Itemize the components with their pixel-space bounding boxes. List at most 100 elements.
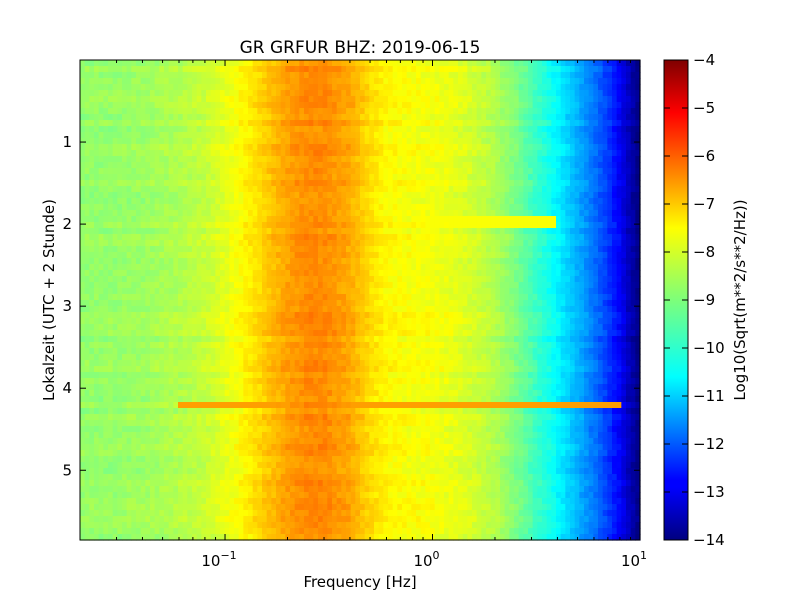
heatmap-cell <box>182 114 188 121</box>
heatmap-cell <box>537 78 543 85</box>
heatmap-cell <box>551 204 557 211</box>
heatmap-cell <box>336 276 342 283</box>
heatmap-cell <box>229 144 235 151</box>
heatmap-cell <box>402 288 408 295</box>
heatmap-cell <box>504 72 510 79</box>
heatmap-cell <box>565 198 571 205</box>
heatmap-cell <box>220 132 226 139</box>
heatmap-cell <box>388 90 394 97</box>
heatmap-cell <box>406 90 412 97</box>
heatmap-cell <box>108 306 114 313</box>
heatmap-cell <box>626 174 632 181</box>
heatmap-cell <box>584 126 590 133</box>
heatmap-cell <box>537 240 543 247</box>
heatmap-cell <box>229 282 235 289</box>
heatmap-cell <box>514 114 520 121</box>
heatmap-cell <box>112 126 118 133</box>
heatmap-cell <box>290 294 296 301</box>
heatmap-cell <box>201 258 207 265</box>
heatmap-cell <box>117 150 123 157</box>
heatmap-cell <box>94 114 100 121</box>
heatmap-cell <box>341 282 347 289</box>
heatmap-cell <box>178 192 184 199</box>
heatmap-cell <box>462 234 468 241</box>
heatmap-cell <box>602 174 608 181</box>
heatmap-cell <box>150 216 156 223</box>
heatmap-cell <box>313 126 319 133</box>
heatmap-cell <box>80 264 86 271</box>
heatmap-cell <box>140 108 146 115</box>
heatmap-cell <box>509 282 515 289</box>
heatmap-cell <box>229 270 235 277</box>
heatmap-cell <box>364 132 370 139</box>
heatmap-cell <box>304 144 310 151</box>
heatmap-cell <box>280 96 286 103</box>
heatmap-cell <box>360 72 366 79</box>
heatmap-cell <box>570 180 576 187</box>
heatmap-cell <box>178 252 184 259</box>
heatmap-cell <box>523 96 529 103</box>
heatmap-cell <box>136 222 142 229</box>
heatmap-cell <box>383 144 389 151</box>
heatmap-cell <box>378 300 384 307</box>
heatmap-cell <box>80 210 86 217</box>
heatmap-cell <box>397 264 403 271</box>
heatmap-cell <box>98 228 104 235</box>
heatmap-cell <box>94 66 100 73</box>
heatmap-cell <box>178 66 184 73</box>
heatmap-cell <box>500 288 506 295</box>
heatmap-cell <box>518 120 524 127</box>
heatmap-cell <box>439 180 445 187</box>
heatmap-cell <box>290 144 296 151</box>
heatmap-cell <box>304 252 310 259</box>
heatmap-cell <box>89 294 95 301</box>
heatmap-cell <box>374 288 380 295</box>
heatmap-cell <box>327 156 333 163</box>
heatmap-cell <box>444 222 450 229</box>
heatmap-cell <box>374 180 380 187</box>
heatmap-cell <box>276 180 282 187</box>
heatmap-cell <box>416 84 422 91</box>
heatmap-cell <box>346 72 352 79</box>
heatmap-cell <box>574 102 580 109</box>
heatmap-cell <box>89 192 95 199</box>
heatmap-cell <box>467 264 473 271</box>
heatmap-cell <box>448 192 454 199</box>
heatmap-cell <box>80 126 86 133</box>
heatmap-cell <box>602 300 608 307</box>
heatmap-cell <box>80 108 86 115</box>
heatmap-cell <box>425 90 431 97</box>
heatmap-cell <box>355 90 361 97</box>
heatmap-cell <box>388 174 394 181</box>
heatmap-cell <box>243 126 249 133</box>
heatmap-cell <box>616 66 622 73</box>
heatmap-cell <box>467 60 473 67</box>
heatmap-cell <box>248 282 254 289</box>
heatmap-cell <box>626 108 632 115</box>
heatmap-cell <box>150 60 156 67</box>
heatmap-cell <box>621 120 627 127</box>
heatmap-cell <box>616 102 622 109</box>
heatmap-cell <box>430 276 436 283</box>
heatmap-cell <box>500 90 506 97</box>
heatmap-cell <box>234 114 240 121</box>
heatmap-cell <box>238 114 244 121</box>
heatmap-cell <box>612 168 618 175</box>
heatmap-cell <box>439 288 445 295</box>
heatmap-cell <box>304 186 310 193</box>
heatmap-cell <box>271 222 277 229</box>
heatmap-cell <box>84 288 90 295</box>
heatmap-cell <box>210 270 216 277</box>
heatmap-cell <box>80 168 86 175</box>
heatmap-cell <box>332 210 338 217</box>
heatmap-cell <box>434 66 440 73</box>
heatmap-cell <box>397 144 403 151</box>
heatmap-cell <box>117 84 123 91</box>
heatmap-cell <box>262 216 268 223</box>
heatmap-cell <box>304 270 310 277</box>
heatmap-cell <box>630 198 636 205</box>
heatmap-cell <box>588 246 594 253</box>
heatmap-cell <box>280 264 286 271</box>
heatmap-cell <box>444 180 450 187</box>
heatmap-cell <box>192 102 198 109</box>
